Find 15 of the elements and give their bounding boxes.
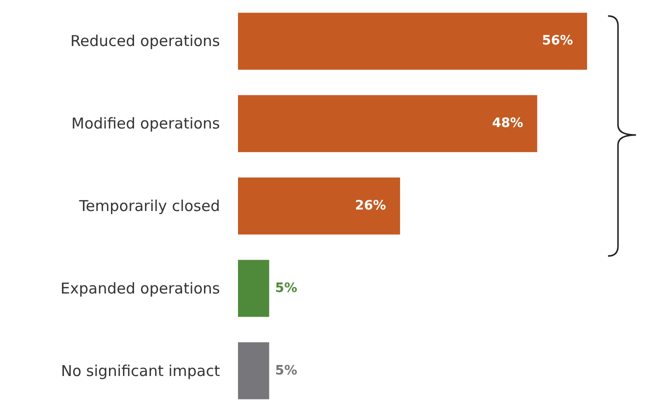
data-label: 5% [275,363,298,378]
y-tick-label: Temporarily closed [78,197,220,215]
bar [238,342,270,400]
bar [238,12,588,70]
data-label: 56% [542,34,574,49]
y-tick-label: Modified operations [71,114,220,133]
bar [238,260,270,317]
data-label: 48% [492,116,524,132]
y-tick-label: No significant impact [60,362,220,380]
y-tick-label: Expanded operations [60,279,220,298]
bar [238,95,538,152]
data-label: 26% [354,198,386,214]
bar [238,178,400,234]
data-label: 5% [275,280,298,296]
y-tick-label: Reduced operations [70,32,220,50]
